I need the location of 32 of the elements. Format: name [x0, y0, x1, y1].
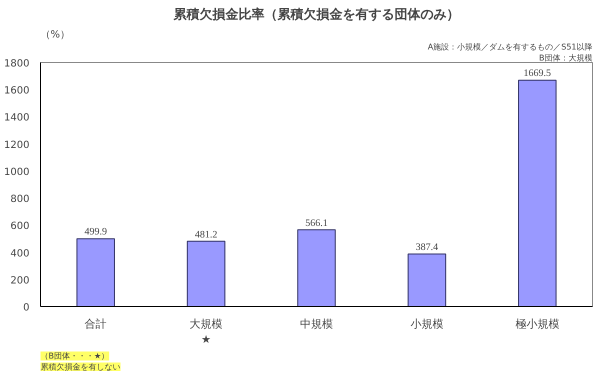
y-axis-title: （%） — [40, 30, 70, 40]
chart-title: 累積欠損金比率（累積欠損金を有する団体のみ） — [172, 6, 460, 22]
y-tick-label: 800 — [10, 194, 30, 206]
y-tick-label: 1000 — [4, 166, 30, 178]
bar — [297, 229, 336, 306]
bar — [186, 240, 226, 306]
bar — [76, 238, 115, 306]
annotation: B団体：大規模 — [539, 54, 593, 62]
bar — [408, 253, 446, 306]
data-label: 387.4 — [416, 242, 438, 253]
y-tick-label: 600 — [10, 221, 30, 232]
data-label: 1669.5 — [524, 68, 552, 80]
y-tick-label: 1600 — [4, 86, 30, 97]
x-tick-label: 極小規模 — [515, 318, 560, 330]
x-tick-label: 合計 — [84, 318, 107, 330]
y-tick-label: 1800 — [4, 58, 30, 70]
y-tick-label: 1400 — [4, 112, 30, 124]
x-tick-label: 中規模 — [300, 318, 333, 330]
text: ★ — [201, 333, 212, 346]
y-tick-label: 0 — [23, 302, 30, 314]
y-tick-label: 200 — [10, 275, 30, 286]
y-tick-label: 1200 — [4, 140, 30, 151]
data-label: 481.2 — [194, 229, 218, 240]
data-label: 566.1 — [305, 218, 328, 229]
bar — [518, 80, 557, 306]
y-tick-label: 400 — [10, 248, 30, 260]
x-tick-label: 小規模 — [410, 318, 444, 330]
text: A施設：小規模／ダムを有するもの／S51以降 — [428, 42, 593, 52]
data-label: 499.9 — [84, 226, 107, 238]
text: 累積欠損金を有しない — [40, 362, 120, 371]
text: （B団体・・・★） — [40, 352, 110, 360]
x-tick-label: 大規模 — [190, 318, 223, 330]
